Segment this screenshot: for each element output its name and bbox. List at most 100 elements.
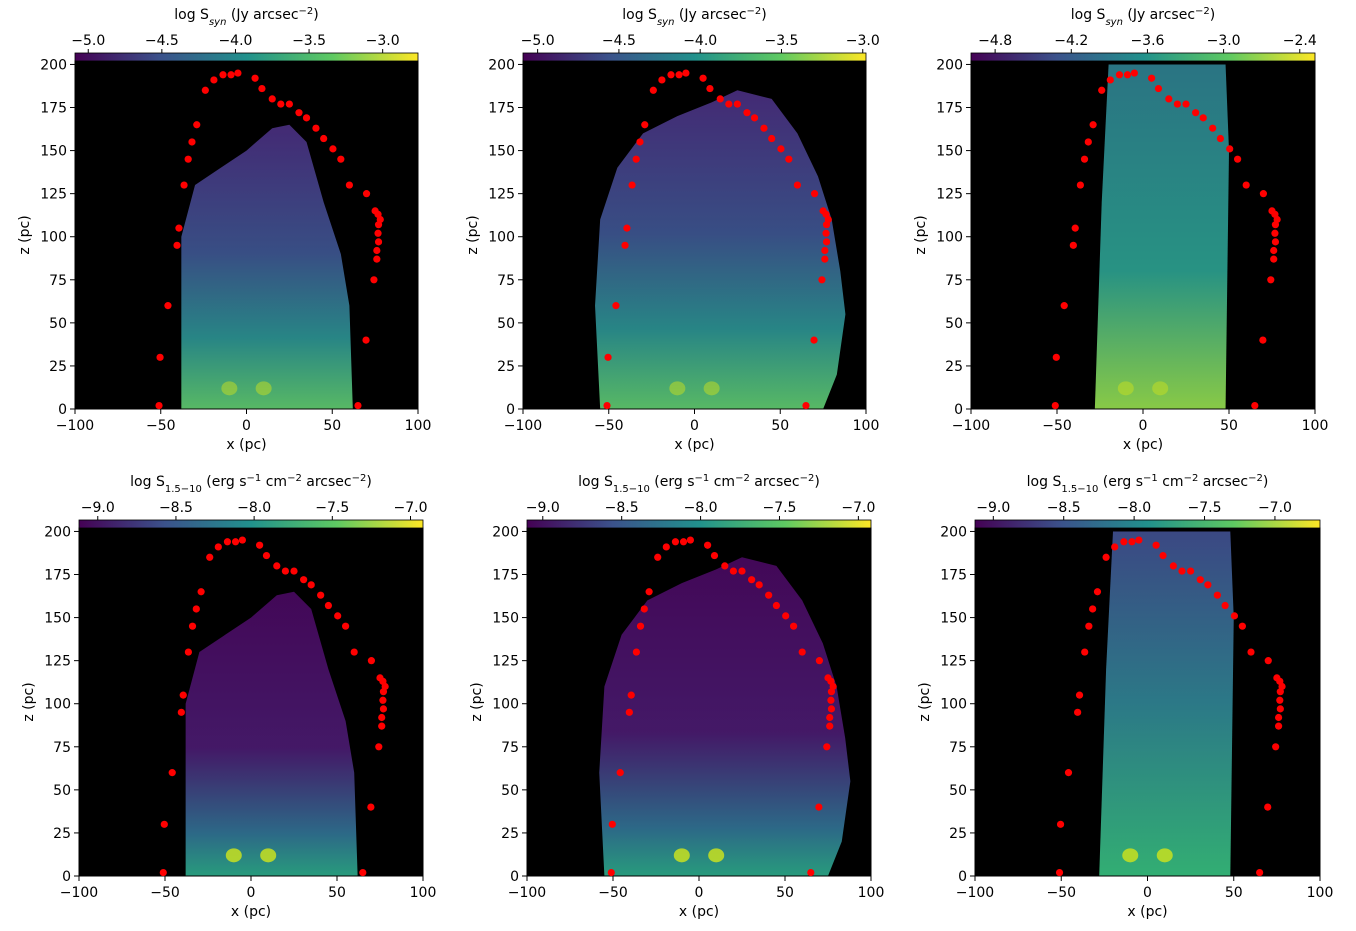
label-part: −2 <box>1184 473 1199 484</box>
data-point <box>815 657 824 665</box>
x-tick-label: −100 <box>504 418 542 434</box>
colorbar <box>522 52 867 62</box>
data-point <box>608 820 616 828</box>
data-point <box>1084 138 1092 146</box>
data-point <box>164 302 172 310</box>
data-point <box>699 74 707 82</box>
panel: −100 −50 0 50 100 0 25 50 75 100 125 150 175 200 x (pc… <box>17 6 431 454</box>
colorbar-tick-label: −4.0 <box>218 33 252 49</box>
data-point <box>628 181 636 189</box>
data-point <box>765 591 773 599</box>
data-point <box>251 74 259 82</box>
data-point <box>1275 722 1283 730</box>
colorbar <box>970 52 1316 62</box>
y-tick-label: 75 <box>945 273 963 289</box>
data-point <box>1276 705 1284 713</box>
data-point <box>822 229 830 237</box>
data-point <box>625 708 633 716</box>
colorbar <box>78 519 424 529</box>
label-part: arcsec <box>750 474 800 490</box>
colorbar-label: log S1.5−10 (erg s−1 cm−2 arcsec−2) <box>578 473 820 495</box>
data-point <box>177 708 185 716</box>
label-part: 1.5−10 <box>613 484 650 495</box>
colorbar-tick-label: −3.0 <box>846 33 880 49</box>
data-point <box>827 688 836 696</box>
x-axis-label: x (pc) <box>679 904 719 920</box>
data-point <box>1055 868 1064 877</box>
x-tick-label: 100 <box>410 885 437 901</box>
data-point <box>654 553 662 561</box>
y-axis-label: z (pc) <box>917 682 933 721</box>
data-point <box>1251 401 1259 410</box>
data-point <box>725 100 733 108</box>
data-point <box>1271 229 1279 237</box>
label-part: syn <box>1105 17 1122 28</box>
label-part: arcsec <box>1198 474 1248 490</box>
y-tick-label: 175 <box>44 568 71 584</box>
data-point <box>324 601 332 610</box>
data-point <box>1230 612 1239 620</box>
x-tick-label: 0 <box>247 885 256 901</box>
data-point <box>818 276 826 284</box>
bright-knot <box>708 848 725 863</box>
data-point <box>1075 691 1084 699</box>
y-tick-label: 0 <box>510 869 519 885</box>
data-point <box>370 276 378 284</box>
data-point <box>675 71 683 79</box>
label-part: −2 <box>352 473 367 484</box>
bright-knot <box>669 381 686 396</box>
colorbar-tick-label: −7.5 <box>1188 500 1222 516</box>
data-point <box>300 576 308 584</box>
data-point <box>827 696 835 704</box>
label-part: log S <box>622 7 657 23</box>
data-point <box>379 688 388 696</box>
label-part: syn <box>209 17 226 28</box>
data-point <box>197 588 205 596</box>
data-point <box>616 769 624 777</box>
colorbar-label: log S1.5−10 (erg s−1 cm−2 arcsec−2) <box>130 473 372 495</box>
data-point <box>1152 541 1160 549</box>
data-point <box>354 401 362 410</box>
label-part: ) <box>313 7 318 23</box>
colorbar-tick-label: −7.5 <box>762 500 796 516</box>
y-tick-label: 0 <box>62 869 71 885</box>
x-tick-label: −50 <box>150 885 180 901</box>
data-point <box>379 705 388 713</box>
data-point <box>1111 543 1119 551</box>
panel: −100 −50 0 50 100 0 25 50 75 100 125 150 175 200 x (pc… <box>465 6 880 454</box>
data-point <box>1120 538 1128 546</box>
y-tick-label: 50 <box>945 316 963 332</box>
data-point <box>636 138 644 146</box>
y-axis-label: z (pc) <box>17 215 33 254</box>
data-point <box>256 541 264 549</box>
data-point <box>214 543 222 551</box>
y-tick-label: 25 <box>945 359 963 375</box>
y-tick-label: 125 <box>492 654 519 670</box>
emission-map <box>1099 531 1234 876</box>
y-tick-label: 150 <box>940 611 967 627</box>
label-part: cm <box>261 474 287 490</box>
data-point <box>258 84 266 93</box>
colorbar-tick-label: −4.0 <box>683 33 717 49</box>
data-point <box>184 155 192 163</box>
data-point <box>1052 353 1060 361</box>
data-point <box>1135 536 1143 544</box>
label-part: log S <box>130 474 165 490</box>
data-point <box>604 353 612 361</box>
data-point <box>1209 124 1217 132</box>
data-point <box>826 713 834 722</box>
y-tick-label: 200 <box>488 57 515 73</box>
data-point <box>729 567 738 575</box>
x-tick-label: 50 <box>771 418 789 434</box>
data-point <box>231 538 240 546</box>
data-point <box>192 605 200 613</box>
data-point <box>374 238 383 246</box>
data-point <box>822 238 831 246</box>
panel: −100 −50 0 50 100 0 25 50 75 100 125 150 175 200 x (pc… <box>913 6 1328 454</box>
x-axis-label: x (pc) <box>674 437 714 453</box>
data-point <box>184 648 192 656</box>
y-tick-label: 150 <box>488 144 515 160</box>
colorbar-tick-label: −7.0 <box>393 500 427 516</box>
data-point <box>782 612 790 620</box>
